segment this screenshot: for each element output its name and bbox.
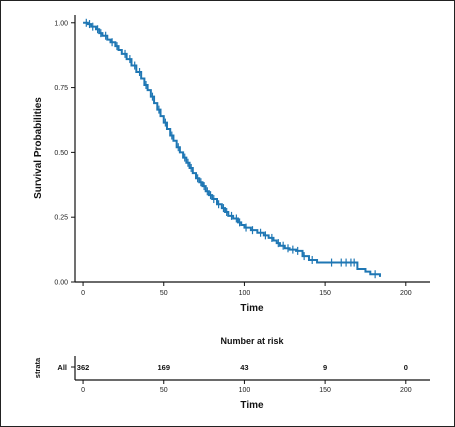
y-axis-title: Survival Probabilities (33, 97, 44, 199)
x-tick-label: 150 (319, 290, 331, 297)
survival-curve (83, 21, 381, 277)
censor-marks (85, 18, 376, 279)
risk-count: 169 (157, 363, 170, 372)
risk-x-tick-label: 150 (319, 387, 331, 394)
x-tick-label: 50 (160, 290, 168, 297)
risk-strata-label: All (57, 363, 67, 372)
y-tick-label: 0.75 (54, 85, 68, 92)
risk-count: 9 (323, 363, 327, 372)
x-tick-label: 200 (400, 290, 412, 297)
risk-x-tick-label: 0 (81, 387, 85, 394)
risk-count: 362 (77, 363, 90, 372)
y-ticks: 0.00 0.25 0.50 0.75 1.00 (54, 20, 75, 287)
risk-x-tick-label: 50 (160, 387, 168, 394)
risk-x-tick-label: 200 (400, 387, 412, 394)
risk-table-title: Number at risk (220, 336, 284, 346)
risk-x-axis-title: Time (240, 400, 264, 411)
survival-curve-layer (83, 21, 381, 277)
risk-count: 43 (240, 363, 248, 372)
y-tick-label: 0.50 (54, 150, 68, 157)
x-ticks: 0 50 100 150 200 (81, 282, 412, 297)
x-tick-label: 100 (239, 290, 251, 297)
y-tick-label: 0.00 (54, 280, 68, 287)
y-tick-label: 0.25 (54, 215, 68, 222)
risk-table-body: All 362 169 43 9 0 (57, 363, 407, 372)
x-axis-title: Time (240, 303, 264, 314)
risk-x-tick-label: 100 (239, 387, 251, 394)
y-tick-label: 1.00 (54, 20, 68, 27)
risk-x-ticks: 0 50 100 150 200 (81, 380, 412, 394)
risk-count: 0 (404, 363, 408, 372)
risk-y-axis-title: strata (33, 357, 42, 378)
x-tick-label: 0 (81, 290, 85, 297)
